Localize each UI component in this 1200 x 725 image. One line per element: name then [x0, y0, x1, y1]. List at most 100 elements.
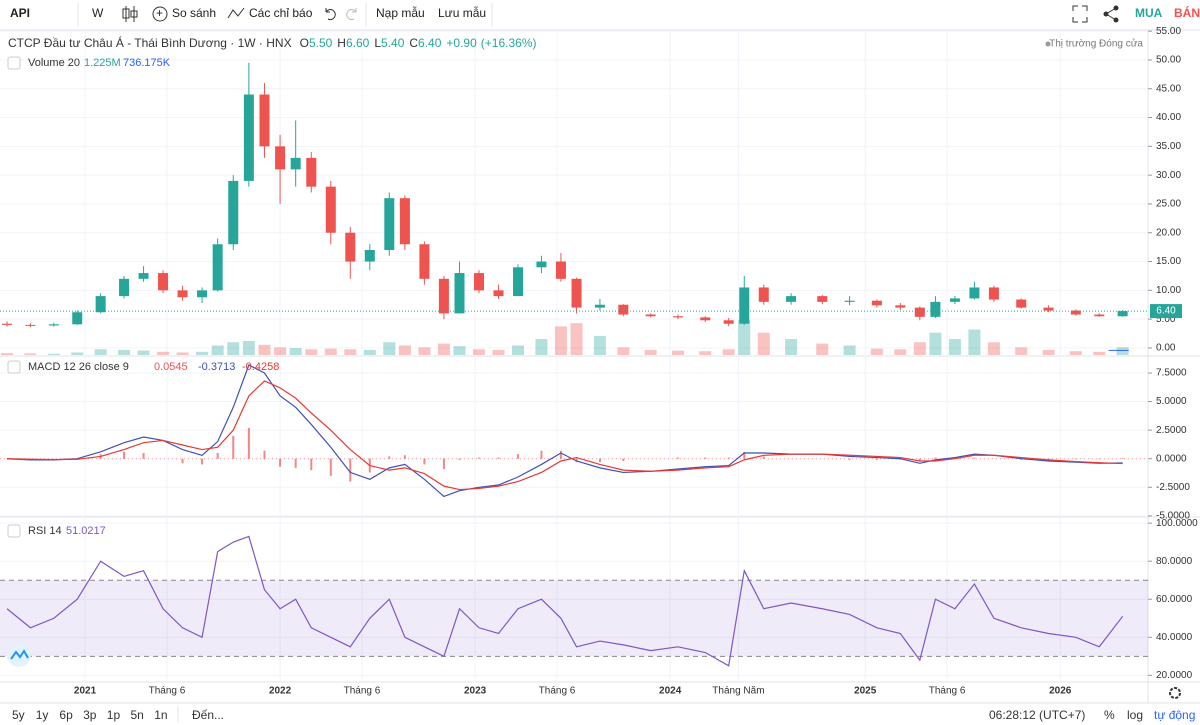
volume-bar [535, 339, 548, 355]
fullscreen-icon[interactable] [1072, 5, 1088, 23]
volume-bar [757, 332, 770, 355]
y-tick-label: -2.5000 [1156, 482, 1190, 493]
candle-body [325, 186, 336, 233]
ohlc-key: O [300, 36, 309, 50]
candle-body [474, 273, 485, 291]
indicators[interactable]: Các chỉ báo [249, 6, 313, 20]
y-tick-label: -5.0000 [1156, 510, 1190, 521]
volume-bar [1116, 347, 1129, 355]
volume-bar [644, 349, 657, 355]
candle-body [419, 244, 430, 279]
candle-body [536, 261, 547, 268]
macd-line [6, 364, 1123, 498]
volume-bar [118, 349, 131, 355]
candle-body [177, 290, 188, 298]
load-template[interactable]: Nạp mẫu [376, 5, 425, 20]
chart-title: CTCP Đầu tư Châu Á - Thái Bình Dương · 1… [8, 35, 292, 50]
candle-body [228, 180, 239, 245]
status-dot [1045, 41, 1051, 47]
range-button[interactable]: 1n [154, 708, 167, 722]
y-tick-label: 20.00 [1156, 227, 1181, 238]
range-button[interactable]: 6p [59, 708, 73, 722]
change: +0.90 [446, 36, 477, 50]
x-tick-label: 2021 [74, 686, 97, 697]
candle-icon[interactable] [122, 6, 138, 22]
candle-body [988, 287, 999, 300]
volume-ma-label: 736.175K [123, 57, 171, 69]
y-tick-label: 80.0000 [1156, 556, 1193, 567]
x-tick-label: 2023 [464, 686, 487, 697]
volume-bar [816, 343, 829, 355]
range-button[interactable]: 1y [36, 708, 49, 722]
range-button[interactable]: 5y [12, 708, 25, 722]
candle-body [119, 278, 130, 297]
volume-bar [363, 349, 376, 355]
volume-bar [289, 348, 302, 355]
save-template[interactable]: Lưu mẫu [438, 5, 486, 20]
buy-button[interactable]: MUA [1135, 6, 1163, 20]
volume-bar [671, 350, 684, 355]
legend-value: 51.0217 [66, 525, 106, 537]
volume-bar [593, 335, 606, 355]
candle-body [1070, 310, 1081, 315]
candle-body [2, 323, 13, 325]
candle-body [1016, 299, 1027, 308]
legend-toggle[interactable] [7, 360, 21, 374]
symbol[interactable]: API [10, 6, 30, 20]
candle-body [384, 198, 395, 251]
legend-toggle[interactable] [7, 56, 21, 70]
x-tick-label: 2026 [1049, 686, 1072, 697]
percent-toggle[interactable]: % [1104, 708, 1115, 722]
y-tick-label: 40.00 [1156, 112, 1181, 123]
undo[interactable] [325, 8, 336, 21]
legend-toggle[interactable] [7, 524, 21, 538]
volume-bar [305, 349, 318, 355]
sell-button[interactable]: BÁN [1174, 5, 1200, 20]
auto-toggle[interactable]: tự động [1154, 708, 1195, 722]
y-tick-label: 10.00 [1156, 285, 1181, 296]
y-tick-label: 0.00 [1156, 343, 1176, 354]
volume-bar [274, 347, 287, 355]
redo[interactable] [346, 8, 357, 21]
ohlc-value: 5.50 [309, 36, 333, 50]
candle-body [158, 273, 169, 291]
candle-body [345, 232, 356, 262]
candle-body [243, 94, 254, 181]
settings-icon[interactable] [1169, 687, 1181, 699]
y-tick-label: 55.00 [1156, 26, 1181, 37]
y-tick-label: 2.5000 [1156, 425, 1187, 436]
share-icon[interactable] [1103, 5, 1119, 23]
range-button[interactable]: 5n [131, 708, 144, 722]
candle-body [739, 287, 750, 324]
candle-body [454, 273, 465, 314]
indicators-icon[interactable] [227, 7, 245, 19]
ohlc-value: 6.40 [418, 36, 442, 50]
volume-bar [554, 326, 567, 355]
interval[interactable]: W [92, 6, 104, 20]
volume-bar [453, 346, 466, 355]
candle-body [571, 278, 582, 308]
candle-body [844, 300, 855, 302]
candle-body [969, 287, 980, 299]
volume-bar [437, 343, 450, 355]
candle-body [438, 278, 449, 314]
volume-bar [1015, 347, 1028, 355]
candle-body [555, 261, 566, 279]
legend-value: -0.4258 [242, 361, 279, 373]
ohlc-value: 6.60 [346, 36, 370, 50]
goto-date[interactable]: Đến... [192, 708, 224, 722]
volume-bar [383, 342, 396, 355]
y-tick-label: 50.00 [1156, 55, 1181, 66]
volume-bar [398, 345, 411, 355]
ohlc-key: C [409, 36, 418, 50]
compare[interactable]: So sánh [172, 6, 216, 20]
log-toggle[interactable]: log [1127, 708, 1143, 722]
compare-icon[interactable] [152, 6, 168, 22]
volume-bar [1, 353, 14, 355]
range-button[interactable]: 3p [83, 708, 97, 722]
footer: 5y 1y 6p 3p 1p 5n 1n [12, 708, 168, 722]
range-button[interactable]: 1p [107, 708, 121, 722]
candle-body [949, 298, 960, 302]
